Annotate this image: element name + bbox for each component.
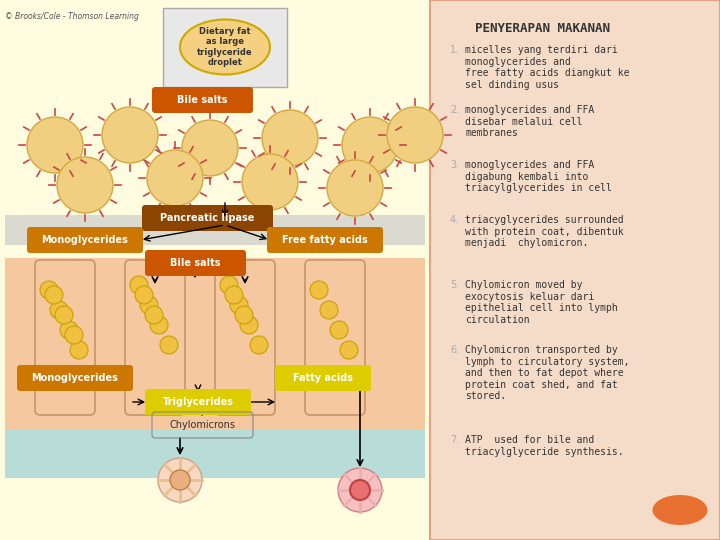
FancyBboxPatch shape [35, 260, 95, 415]
Text: Chylomicrons: Chylomicrons [169, 420, 235, 430]
Text: monoglycerides and FFA
disebar melalui cell
membranes: monoglycerides and FFA disebar melalui c… [465, 105, 594, 138]
Circle shape [230, 296, 248, 314]
Circle shape [60, 321, 78, 339]
Text: Bile salts: Bile salts [170, 258, 220, 268]
Circle shape [220, 276, 238, 294]
Circle shape [320, 301, 338, 319]
FancyBboxPatch shape [27, 227, 143, 253]
Text: Monoglycerides: Monoglycerides [42, 235, 128, 245]
Circle shape [170, 470, 190, 490]
Circle shape [327, 160, 383, 216]
Circle shape [342, 117, 398, 173]
FancyBboxPatch shape [0, 0, 430, 540]
Text: Triglycerides: Triglycerides [163, 397, 233, 407]
Text: PENYERAPAN MAKANAN: PENYERAPAN MAKANAN [475, 22, 610, 35]
Circle shape [65, 326, 83, 344]
Text: triacyglycerides surrounded
with protein coat, dibentuk
menjadi  chylomicron.: triacyglycerides surrounded with protein… [465, 215, 624, 248]
Text: ATP  used for bile and
triacylglyceride synthesis.: ATP used for bile and triacylglyceride s… [465, 435, 624, 457]
Circle shape [340, 341, 358, 359]
Circle shape [387, 107, 443, 163]
Circle shape [262, 110, 318, 166]
Circle shape [102, 107, 158, 163]
Circle shape [182, 120, 238, 176]
Circle shape [242, 154, 298, 210]
FancyBboxPatch shape [125, 260, 185, 415]
Text: Chylomicron moved by
exocytosis keluar dari
epithelial cell into lymph
circulati: Chylomicron moved by exocytosis keluar d… [465, 280, 618, 325]
Circle shape [57, 157, 113, 213]
FancyBboxPatch shape [430, 0, 720, 540]
Circle shape [50, 301, 68, 319]
Circle shape [130, 276, 148, 294]
Circle shape [350, 480, 370, 500]
Text: Free fatty acids: Free fatty acids [282, 235, 368, 245]
Circle shape [145, 306, 163, 324]
Circle shape [240, 316, 258, 334]
FancyBboxPatch shape [163, 8, 287, 87]
Circle shape [158, 458, 202, 502]
FancyBboxPatch shape [152, 87, 253, 113]
Text: 3.: 3. [450, 160, 459, 170]
Circle shape [330, 321, 348, 339]
FancyBboxPatch shape [305, 260, 365, 415]
Circle shape [225, 286, 243, 304]
Circle shape [70, 341, 88, 359]
FancyBboxPatch shape [145, 250, 246, 276]
Text: 7.: 7. [450, 435, 459, 445]
FancyBboxPatch shape [145, 389, 251, 415]
Text: © Brooks/Cole - Thomson Learning: © Brooks/Cole - Thomson Learning [5, 12, 139, 21]
Text: Dietary fat
as large
triglyceride
droplet: Dietary fat as large triglyceride drople… [197, 27, 253, 67]
FancyBboxPatch shape [5, 215, 425, 245]
Text: micelles yang terdiri dari
monoglycerides and
free fatty acids diangkut ke
sel d: micelles yang terdiri dari monoglyceride… [465, 45, 629, 90]
Circle shape [147, 150, 203, 206]
FancyBboxPatch shape [267, 227, 383, 253]
Text: 4.: 4. [450, 215, 459, 225]
Text: monoglycerides and FFA
digabung kembali into
triacylglycerides in cell: monoglycerides and FFA digabung kembali … [465, 160, 612, 193]
Circle shape [55, 306, 73, 324]
Circle shape [160, 336, 178, 354]
Text: Bile salts: Bile salts [176, 95, 228, 105]
Circle shape [135, 286, 153, 304]
Ellipse shape [180, 19, 270, 75]
Circle shape [27, 117, 83, 173]
FancyBboxPatch shape [215, 260, 275, 415]
FancyBboxPatch shape [5, 258, 425, 478]
Circle shape [310, 281, 328, 299]
Text: 1.: 1. [450, 45, 459, 55]
Text: Pancreatic lipase: Pancreatic lipase [160, 213, 254, 223]
FancyBboxPatch shape [275, 365, 371, 391]
FancyBboxPatch shape [17, 365, 133, 391]
Text: 6.: 6. [450, 345, 459, 355]
Circle shape [140, 296, 158, 314]
FancyBboxPatch shape [142, 205, 273, 231]
Text: Chylomicron transported by
lymph to circulatory system,
and then to fat depot wh: Chylomicron transported by lymph to circ… [465, 345, 629, 401]
Text: 5.: 5. [450, 280, 459, 290]
Ellipse shape [652, 495, 708, 525]
Circle shape [150, 316, 168, 334]
Text: 2.: 2. [450, 105, 459, 115]
Circle shape [250, 336, 268, 354]
Text: Fatty acids: Fatty acids [293, 373, 353, 383]
FancyBboxPatch shape [5, 430, 425, 478]
Circle shape [235, 306, 253, 324]
Circle shape [45, 286, 63, 304]
Circle shape [338, 468, 382, 512]
Text: Monoglycerides: Monoglycerides [32, 373, 118, 383]
Circle shape [40, 281, 58, 299]
